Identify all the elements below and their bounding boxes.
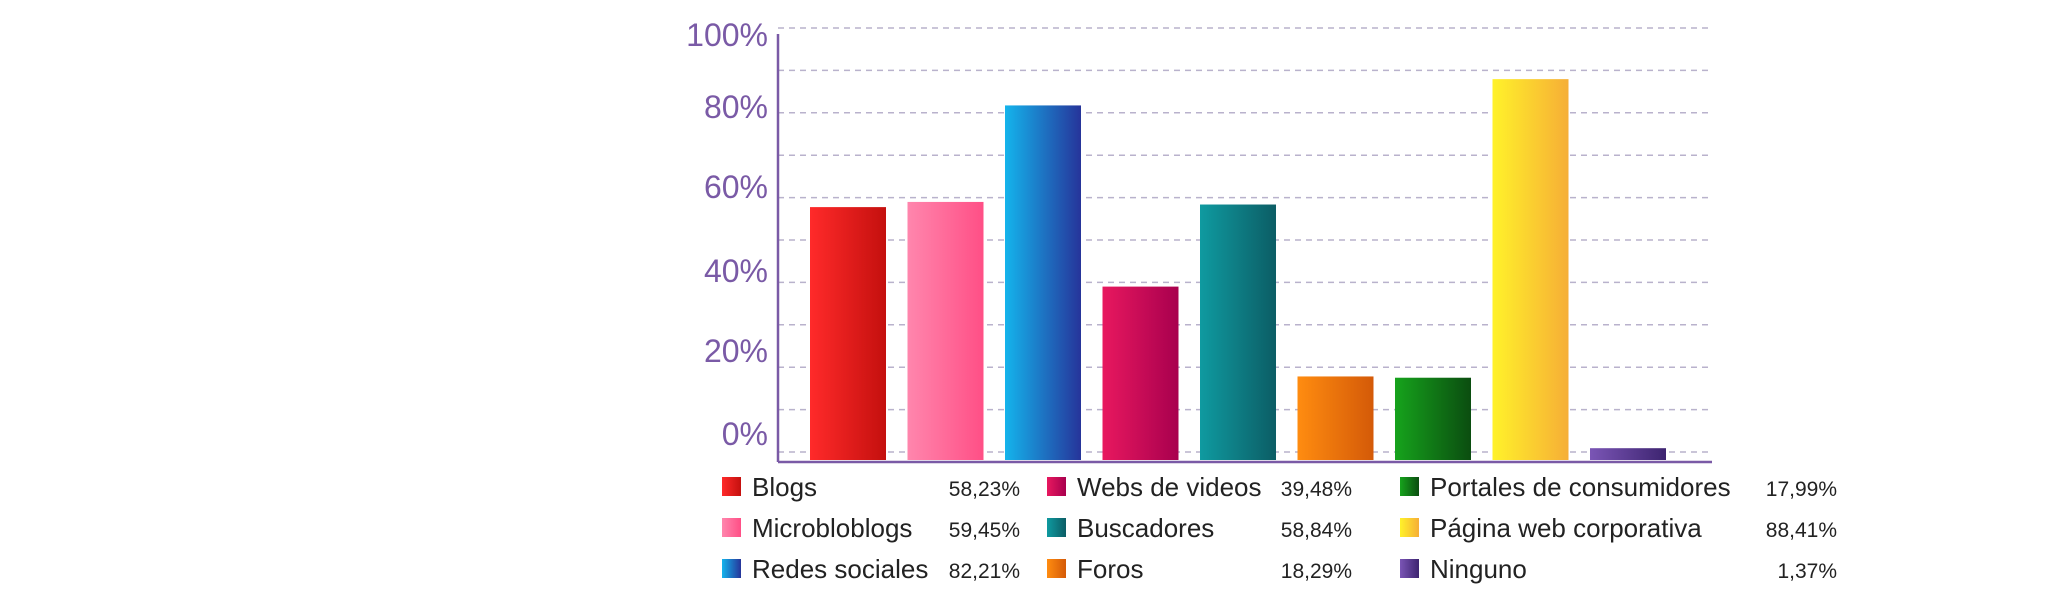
y-tick-label: 80% [704,89,768,125]
legend-label: Redes sociales [752,554,928,584]
legend-label: Ninguno [1430,554,1527,584]
bar-9 [1590,448,1666,460]
legend-swatch [1400,477,1419,496]
legend-value: 18,29% [1281,560,1352,583]
legend-label: Blogs [752,472,817,502]
legend-value: 82,21% [949,560,1020,583]
legend-swatch [1047,477,1066,496]
legend-value: 58,23% [949,478,1020,501]
legend-value: 58,84% [1281,519,1352,542]
bar-8 [1492,79,1569,460]
legend-label: Página web corporativa [1430,513,1702,543]
legend-swatch [1400,559,1419,578]
legend-swatch [1047,559,1066,578]
bar-7 [1395,377,1471,460]
legend-value: 1,37% [1777,560,1837,583]
y-tick-labels: 0% 20% 40% 60% 80% 100% [686,17,768,452]
legend-label: Foros [1077,554,1143,584]
y-tick-label: 60% [704,169,768,205]
legend-swatch [1047,518,1066,537]
bar-5 [1200,204,1276,460]
bars [810,79,1666,461]
y-tick-label: 40% [704,253,768,289]
legend-value: 59,45% [949,519,1020,542]
legend-swatch [722,477,741,496]
bar-4 [1102,286,1179,460]
legend-value: 88,41% [1766,519,1837,542]
legend: Blogs 58,23% Microbloblogs 59,45% Redes soci… [722,472,1837,584]
bar-3 [1005,105,1081,461]
bar-2 [907,201,984,460]
y-tick-label: 0% [722,416,768,452]
legend-label: Portales de consumidores [1430,472,1731,502]
legend-value: 17,99% [1766,478,1837,501]
legend-label: Microbloblogs [752,513,912,543]
legend-swatch [722,559,741,578]
bar-1 [810,207,886,460]
bar-6 [1297,376,1374,460]
axes [776,34,1712,464]
y-tick-label: 20% [704,333,768,369]
legend-label: Webs de videos [1077,472,1262,502]
legend-value: 39,48% [1281,478,1352,501]
legend-swatch [722,518,741,537]
legend-swatch [1400,518,1419,537]
legend-label: Buscadores [1077,513,1214,543]
y-tick-label: 100% [686,17,768,53]
